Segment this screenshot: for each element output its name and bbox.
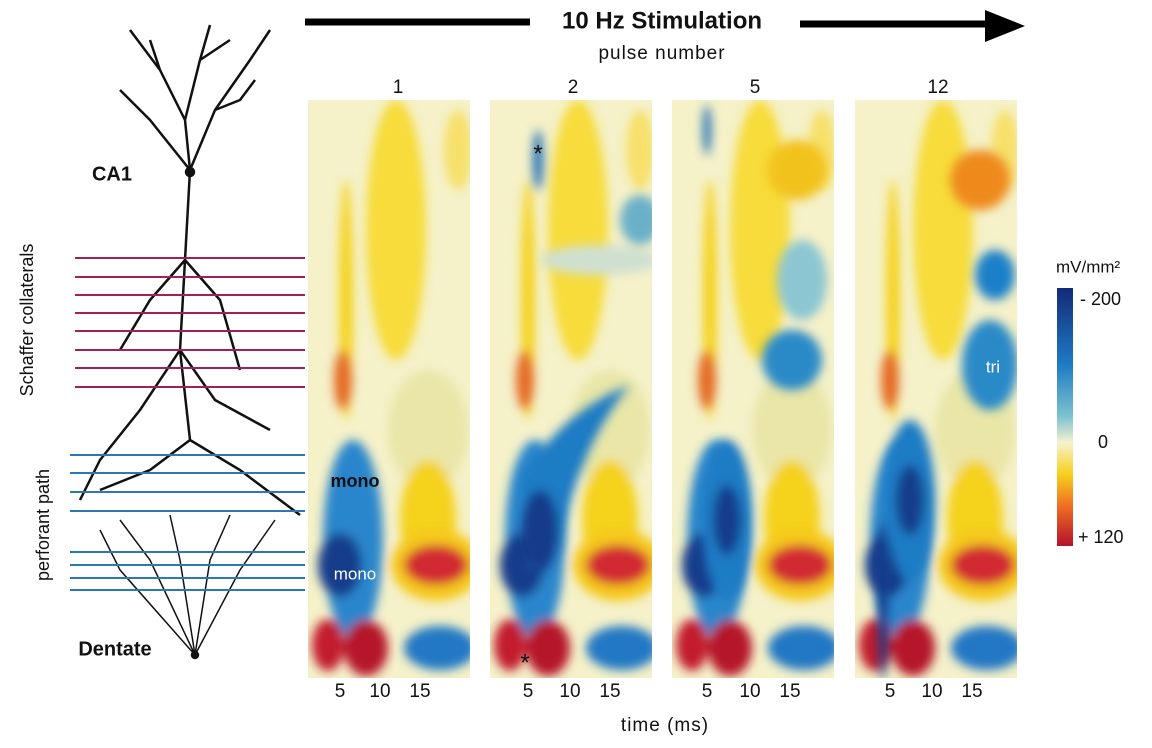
x-tick-label: 15 [961,681,982,702]
region-label: CA1 [92,163,132,185]
annotation: mono [331,471,380,491]
region-label: perforant path [33,469,53,581]
subtitle: pulse number [598,43,725,64]
colorbar-label: + 120 [1078,527,1124,547]
annotation: tri [986,357,1000,376]
x-tick-label: 5 [702,681,713,702]
x-tick-label: 10 [559,681,580,702]
annotation: * [520,649,529,676]
x-tick-label: 15 [779,681,800,702]
neuron-drawing [80,25,300,658]
region-label: Dentate [78,638,151,660]
annotation: mono [334,564,377,583]
x-axis-label: time (ms) [621,715,709,736]
figure: 10 Hz Stimulation pulse number 1 2 5 12 … [0,0,1152,743]
colorbar-label: 0 [1098,432,1108,452]
schaffer-lines [75,258,305,387]
perforant-lines [70,455,305,590]
x-tick-label: 10 [739,681,760,702]
x-tick-label: 15 [599,681,620,702]
x-tick-label: 5 [335,681,346,702]
heatmap [308,100,481,678]
annotation: * [533,140,542,167]
heatmap [490,100,663,678]
colorbar-label: - 200 [1080,289,1121,309]
x-tick-label: 5 [523,681,534,702]
panel-label: 5 [750,77,761,98]
panel-label: 2 [568,77,579,98]
panel-label: 12 [927,77,948,98]
title: 10 Hz Stimulation [562,7,762,34]
x-tick-label: 5 [885,681,896,702]
colorbar [1057,288,1073,546]
heatmap [855,100,1028,680]
heatmap [672,100,845,678]
arrow-head [985,10,1025,42]
x-tick-label: 15 [409,681,430,702]
panel-label: 1 [393,77,404,98]
x-ticks: 5 10 15 5 10 15 5 10 15 5 10 15 [335,681,983,702]
x-tick-label: 10 [369,681,390,702]
colorbar-unit: mV/mm² [1056,257,1121,276]
region-label: Schaffer collaterals [17,244,37,397]
x-tick-label: 10 [921,681,942,702]
